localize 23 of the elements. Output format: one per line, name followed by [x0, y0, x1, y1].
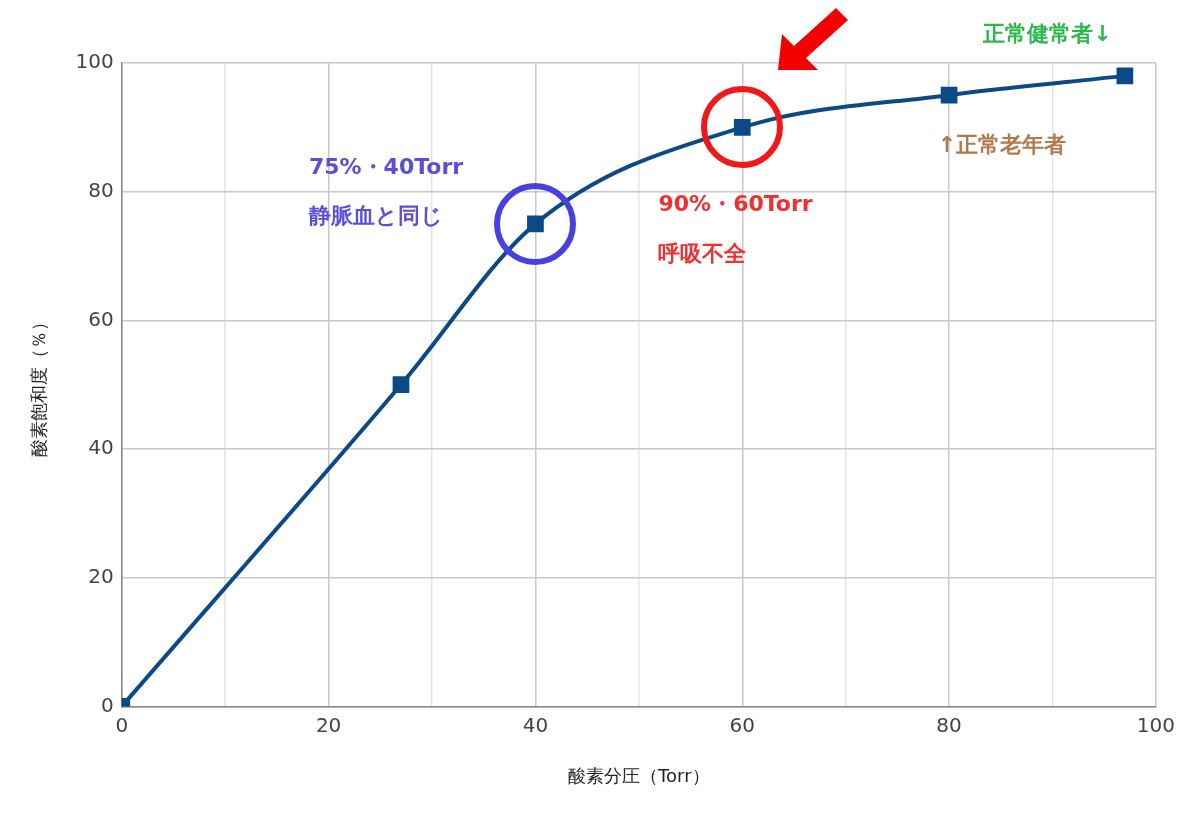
x-tick-label: 80	[936, 712, 962, 737]
point	[1116, 67, 1134, 85]
y-tick-label: 20	[88, 563, 114, 588]
x-tick-label: 60	[729, 712, 755, 737]
y-tick-label: 100	[75, 49, 114, 74]
annotation: 静脈血と同じ	[307, 203, 443, 229]
point	[527, 215, 544, 233]
y-tick-label: 40	[88, 435, 114, 460]
y-tick-label: 0	[101, 692, 114, 717]
x-tick-label: 20	[315, 712, 342, 737]
x-tick-label: 40	[522, 712, 549, 737]
point	[940, 86, 958, 104]
text: 正常健常者↓	[982, 21, 1112, 47]
point	[733, 118, 751, 136]
annotation: 75%・40Torr	[308, 154, 464, 180]
annotation: ↑正常老年者	[937, 132, 1067, 158]
x-tick-label: 100	[1136, 712, 1176, 737]
y-tick-label: 80	[88, 177, 114, 202]
x-axis-title: 酸素分圧（Torr）	[568, 764, 710, 786]
y-axis-title: 酸素飽和度（％）	[28, 312, 50, 457]
y-tick-label: 60	[88, 306, 114, 331]
annotation: 呼吸不全	[658, 241, 748, 267]
annotation: 90%・60Torr	[658, 190, 813, 216]
